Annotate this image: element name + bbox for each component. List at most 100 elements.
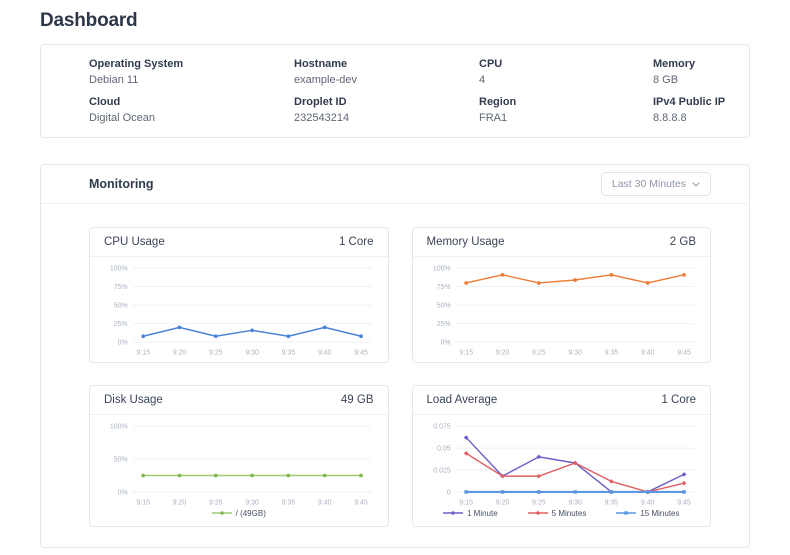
svg-text:9:25: 9:25 xyxy=(532,499,546,506)
chart-capacity: 1 Core xyxy=(338,236,374,248)
info-field-value: example-dev xyxy=(294,74,357,86)
info-field-label: CPU xyxy=(479,58,503,70)
legend-item[interactable]: 5 Minutes xyxy=(527,509,586,518)
svg-text:9:40: 9:40 xyxy=(318,349,332,356)
svg-text:75%: 75% xyxy=(436,284,450,291)
svg-text:9:45: 9:45 xyxy=(354,349,368,356)
legend-marker-icon xyxy=(616,511,637,516)
info-field-region: Region FRA1 xyxy=(479,95,653,125)
monitoring-title: Monitoring xyxy=(89,177,154,191)
info-field-label: Memory xyxy=(653,58,696,70)
info-field-label: IPv4 Public IP xyxy=(653,96,726,108)
charts-grid: CPU Usage 1 Core 0% 25% 50% 75% 100% 9:15 9:20… xyxy=(41,204,749,547)
svg-text:9:30: 9:30 xyxy=(245,349,259,356)
disk-usage-chart: 0% 50% 100% 9:15 9:20 9:25 9:30 9:35 9:40 9:45 xyxy=(110,423,372,506)
svg-text:0: 0 xyxy=(446,489,450,496)
legend-marker-icon xyxy=(442,511,463,516)
chart-body: 0% 25% 50% 75% 100% 9:15 9:20 9:25 9:30 9:35 9:40 9… xyxy=(413,257,711,362)
info-field-cloud: Cloud Digital Ocean xyxy=(89,95,294,125)
svg-text:9:35: 9:35 xyxy=(282,349,296,356)
chart-body: 0 0.025 0.05 0.075 9:15 9:20 9:25 9:30 9:35 9:40 9… xyxy=(413,415,711,526)
legend-marker-icon xyxy=(211,511,232,516)
svg-text:100%: 100% xyxy=(110,423,128,430)
svg-text:0.05: 0.05 xyxy=(437,445,451,452)
chart-card-header: Load Average 1 Core xyxy=(412,386,710,415)
svg-text:9:35: 9:35 xyxy=(604,349,618,356)
info-field-hostname: Hostname example-dev xyxy=(294,57,479,87)
info-field-label: Droplet ID xyxy=(294,96,347,108)
chart-capacity: 2 GB xyxy=(669,236,696,248)
info-field-value: 232543214 xyxy=(294,112,350,124)
svg-text:100%: 100% xyxy=(432,266,450,273)
legend-marker-icon xyxy=(527,511,548,516)
svg-text:9:45: 9:45 xyxy=(677,349,691,356)
legend-label: 1 Minute xyxy=(466,508,498,518)
info-field-memory: Memory 8 GB xyxy=(653,57,729,87)
cpu-usage-chart: 0% 25% 50% 75% 100% 9:15 9:20 9:25 9:30 9:35 9:40 9… xyxy=(110,266,372,356)
info-field-value: Debian 11 xyxy=(89,74,139,86)
chart-body: 0% 25% 50% 75% 100% 9:15 9:20 9:25 9:30 9:35 9:40 9… xyxy=(90,257,388,362)
info-field-value: 8.8.8.8 xyxy=(653,112,687,124)
svg-text:9:25: 9:25 xyxy=(532,349,546,356)
info-field-label: Hostname xyxy=(294,58,348,70)
svg-text:0%: 0% xyxy=(440,340,450,347)
info-field-operating-system: Operating System Debian 11 xyxy=(89,57,294,87)
info-field-ipv4: IPv4 Public IP 8.8.8.8 xyxy=(653,95,729,125)
svg-text:9:15: 9:15 xyxy=(459,349,473,356)
svg-text:9:20: 9:20 xyxy=(495,499,509,506)
legend-item[interactable]: 1 Minute xyxy=(442,508,498,518)
svg-text:9:20: 9:20 xyxy=(495,349,509,356)
svg-text:9:20: 9:20 xyxy=(173,499,187,506)
svg-text:75%: 75% xyxy=(114,284,128,291)
monitoring-header: Monitoring Last 30 Minutes xyxy=(41,165,749,204)
chart-title: Disk Usage xyxy=(104,393,163,406)
svg-text:9:30: 9:30 xyxy=(568,499,582,506)
svg-text:9:15: 9:15 xyxy=(136,499,150,506)
chart-legend: 1 Minute 5 Minutes 15 Minutes xyxy=(423,508,701,523)
svg-text:100%: 100% xyxy=(110,266,128,273)
info-field-value: 4 xyxy=(479,74,486,86)
chart-legend: / (49GB) xyxy=(100,508,378,523)
chart-title: Memory Usage xyxy=(426,236,505,248)
svg-text:9:25: 9:25 xyxy=(209,349,223,356)
info-field-value: FRA1 xyxy=(479,112,508,124)
svg-text:9:40: 9:40 xyxy=(318,499,332,506)
load-average-chart: 0 0.025 0.05 0.075 9:15 9:20 9:25 9:30 9:35 9:40 9… xyxy=(433,423,694,506)
info-field-droplet-id: Droplet ID 232543214 xyxy=(294,95,479,125)
svg-text:9:45: 9:45 xyxy=(354,499,368,506)
info-field-label: Region xyxy=(479,96,517,108)
svg-text:25%: 25% xyxy=(114,321,128,328)
svg-text:9:35: 9:35 xyxy=(282,499,296,506)
chart-capacity: 49 GB xyxy=(340,393,374,406)
svg-text:9:15: 9:15 xyxy=(136,349,150,356)
svg-text:9:45: 9:45 xyxy=(677,499,691,506)
monitoring-panel: Monitoring Last 30 Minutes CPU Usage 1 C… xyxy=(40,164,750,548)
svg-text:0.025: 0.025 xyxy=(433,467,451,474)
svg-text:9:40: 9:40 xyxy=(640,349,654,356)
svg-text:0%: 0% xyxy=(118,340,128,347)
legend-item[interactable]: / (49GB) xyxy=(211,508,266,518)
chevron-down-icon xyxy=(692,181,700,187)
disk-usage-chart-card: Disk Usage 49 GB 0% 50% 100% 9:15 9:20 9:25 9:… xyxy=(89,384,389,527)
legend-label: 15 Minutes xyxy=(640,508,680,518)
chart-title: Load Average xyxy=(426,393,498,406)
time-range-dropdown[interactable]: Last 30 Minutes xyxy=(600,172,711,196)
chart-body: 0% 50% 100% 9:15 9:20 9:25 9:30 9:35 9:40 9:45 / … xyxy=(90,415,388,526)
memory-usage-chart-card: Memory Usage 2 GB 0% 25% 50% 75% 100% 9:15 9:2… xyxy=(411,227,711,363)
page-title: Dashboard xyxy=(40,10,138,31)
svg-text:50%: 50% xyxy=(114,303,128,310)
load-average-chart-card: Load Average 1 Core 0 0.025 0.05 0.075 9:15 9… xyxy=(411,384,711,527)
legend-item[interactable]: 15 Minutes xyxy=(616,508,680,518)
svg-text:50%: 50% xyxy=(114,456,128,463)
svg-text:0%: 0% xyxy=(118,489,128,496)
svg-text:9:30: 9:30 xyxy=(568,349,582,356)
svg-text:9:25: 9:25 xyxy=(209,499,223,506)
info-field-value: Digital Ocean xyxy=(89,112,156,124)
chart-card-header: Memory Usage 2 GB xyxy=(412,228,710,257)
info-field-value: 8 GB xyxy=(653,74,679,86)
legend-label: / (49GB) xyxy=(235,508,266,518)
chart-capacity: 1 Core xyxy=(661,393,696,406)
svg-text:9:20: 9:20 xyxy=(173,349,187,356)
chart-title: CPU Usage xyxy=(104,236,165,248)
